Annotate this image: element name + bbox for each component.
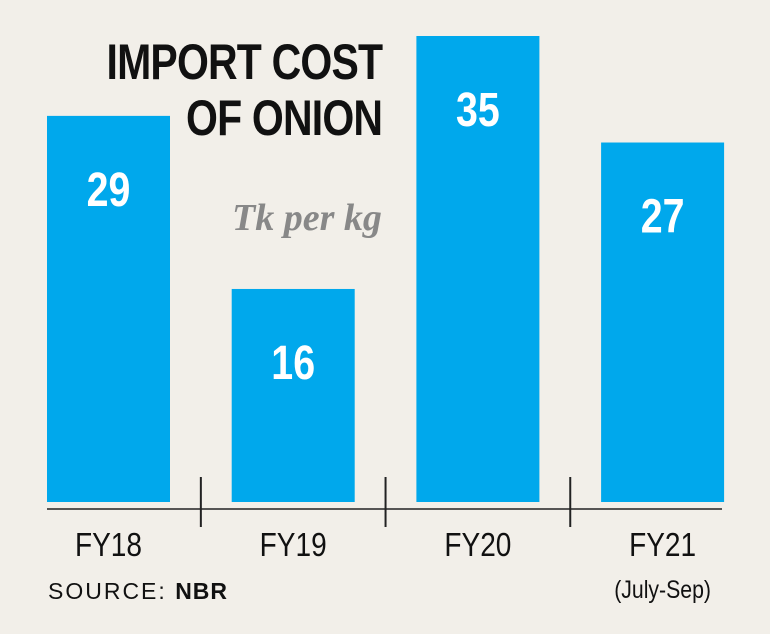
category-label-fy18: FY18 [75,527,142,564]
category-label-fy20: FY20 [444,527,511,564]
value-label-fy21: 27 [641,190,685,244]
source-label: SOURCE: [48,578,167,604]
category-label-fy21: FY21 [629,527,696,564]
bar-fy20 [416,36,540,502]
unit-label: Tk per kg [232,197,382,239]
chart-title-line-1: IMPORT COST [106,34,383,90]
value-label-fy19: 16 [271,336,315,390]
category-label-fy19: FY19 [260,527,327,564]
bar-fy18 [47,115,170,502]
source-name: NBR [175,578,229,604]
bar-fy19 [231,288,355,502]
value-label-fy18: 29 [87,163,131,217]
bar-fy21 [601,142,725,502]
chart-title: IMPORT COST OF ONION [106,34,383,146]
category-note-fy21: (July-Sep) [614,575,711,603]
chart-title-line-2: OF ONION [185,90,383,146]
value-label-fy20: 35 [456,83,500,137]
source-note: SOURCE: NBR [48,578,228,605]
